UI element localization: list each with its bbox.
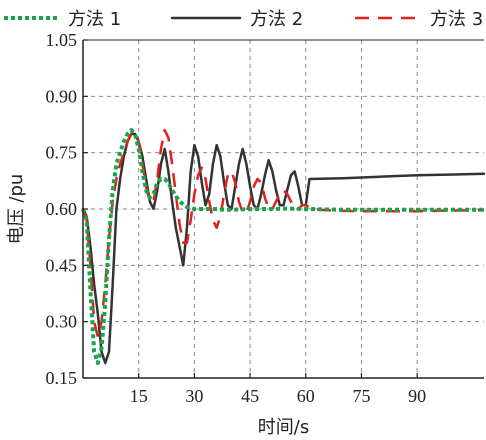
legend-label-2: 方法 2 <box>250 9 303 30</box>
legend-label-1: 方法 1 <box>68 9 121 30</box>
y-tick-label: 0.45 <box>46 255 78 275</box>
x-tick-label: 15 <box>130 386 148 406</box>
y-axis-label: 电压 /pu <box>6 174 27 245</box>
y-tick-label: 0.15 <box>46 368 78 388</box>
x-tick-label: 45 <box>241 386 259 406</box>
legend-label-3: 方法 3 <box>430 9 483 30</box>
y-tick-label: 0.60 <box>46 199 78 219</box>
x-tick-label: 30 <box>185 386 203 406</box>
y-tick-label: 0.30 <box>46 312 78 332</box>
series-line-1 <box>81 128 484 365</box>
y-tick-label: 1.05 <box>46 30 78 50</box>
series-line-3 <box>81 128 485 338</box>
x-tick-label: 60 <box>297 386 315 406</box>
x-axis-label: 时间/s <box>258 417 309 438</box>
y-tick-label: 0.75 <box>46 143 78 163</box>
y-tick-label: 0.90 <box>46 86 78 106</box>
x-tick-label: 75 <box>352 386 370 406</box>
x-tick-label: 90 <box>408 386 426 406</box>
